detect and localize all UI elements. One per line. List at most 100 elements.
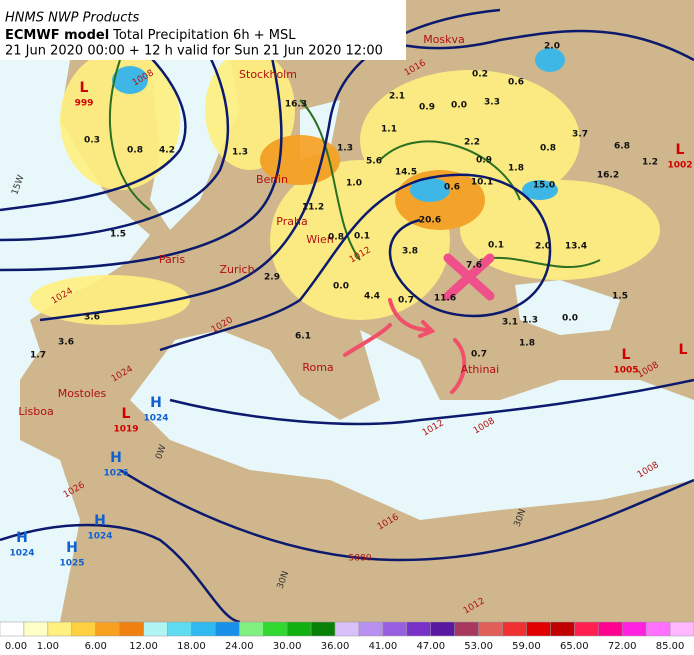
colorbar-swatch	[502, 621, 527, 637]
colorbar-swatch	[526, 621, 551, 637]
precip-value: 2.1	[389, 92, 405, 102]
colorbar-swatch	[310, 621, 336, 637]
colorbar-label: 36.00	[321, 641, 350, 652]
colorbar-swatch	[550, 621, 575, 637]
model-name: ECMWF model	[5, 28, 109, 43]
colorbar-swatch	[478, 621, 503, 637]
sea	[0, 60, 150, 622]
pressure-letter: H	[110, 450, 122, 466]
precip-value: 0.8	[328, 233, 344, 243]
colorbar-label: 85.00	[656, 641, 685, 652]
pressure-letter: H	[16, 530, 28, 546]
colorbar-label: 72.00	[608, 641, 637, 652]
colorbar-swatch	[143, 621, 168, 637]
pressure-letter: L	[122, 406, 131, 422]
precip-value: 1.2	[642, 158, 658, 168]
precip-value: 14.5	[395, 168, 417, 178]
precip-value: 0.0	[333, 282, 349, 292]
colorbar-label: 12.00	[129, 641, 158, 652]
pressure-letter: H	[94, 513, 106, 529]
colorbar-label: 53.00	[464, 641, 493, 652]
colorbar-swatch	[621, 621, 647, 637]
isobar-label: 5880	[349, 554, 372, 564]
colorbar-swatch	[286, 621, 312, 637]
precip-value: 0.0	[562, 314, 578, 324]
precip-value: 1.0	[346, 179, 362, 189]
city-label: Mostoles	[58, 387, 107, 400]
precip-value: 2.9	[264, 273, 280, 283]
precip-value: 1.3	[522, 316, 538, 326]
pressure-value: 1024	[87, 532, 112, 542]
pressure-value: 1024	[143, 414, 168, 424]
colorbar-label: 65.00	[560, 641, 589, 652]
precip-value: 4.2	[159, 146, 175, 156]
colorbar-swatch	[95, 621, 120, 637]
colorbar-swatch	[167, 621, 192, 637]
colorbar-swatch	[191, 621, 216, 637]
precip-value: 0.6	[444, 183, 460, 193]
annotation-cross	[443, 253, 495, 301]
annotation-arrows	[343, 298, 467, 394]
colorbar-swatch	[215, 621, 240, 637]
colorbar-swatch	[645, 621, 671, 637]
colorbar-swatch	[47, 621, 73, 637]
header-product: ECMWF model Total Precipitation 6h + MSL	[5, 28, 296, 43]
precip-value: 20.6	[419, 216, 441, 226]
colorbar-label: 0.00	[5, 641, 27, 652]
precip-value: 0.9	[476, 156, 492, 166]
header-title: HNMS NWP Products	[5, 11, 140, 26]
city-label: Lisboa	[18, 405, 53, 418]
colorbar-swatch	[334, 621, 360, 637]
grid-label: 0W	[154, 443, 168, 460]
colorbar-label: 47.00	[416, 641, 445, 652]
colorbar-swatch	[239, 621, 264, 637]
precip-value: 13.4	[565, 242, 587, 252]
colorbar-swatch	[0, 621, 25, 637]
precip-value: 3.8	[402, 247, 418, 257]
city-label: Berlin	[256, 173, 288, 186]
precip-value: 1.1	[381, 125, 397, 135]
colorbar-swatch	[430, 621, 455, 637]
header-valid: 21 Jun 2020 00:00 + 12 h valid for Sun 2…	[5, 44, 383, 59]
pressure-value: 999	[75, 99, 94, 109]
precip-value: 1.3	[232, 148, 248, 158]
precip-value: 5.6	[366, 157, 382, 167]
precip-value: 1.5	[110, 230, 126, 240]
precip-value: 0.8	[127, 146, 143, 156]
precip-value: 4.4	[364, 292, 380, 302]
colorbar-swatch	[598, 621, 623, 637]
precip-value: 16.3	[285, 100, 307, 110]
precip-value: 16.2	[597, 171, 619, 181]
precip-value: 1.5	[612, 292, 628, 302]
pressure-letter: H	[66, 540, 78, 556]
precip-value: 0.7	[471, 350, 487, 360]
colorbar-label: 6.00	[85, 641, 107, 652]
city-label: Athinai	[461, 363, 499, 376]
precip-value: 3.3	[484, 98, 500, 108]
colorbar-label: 18.00	[177, 641, 206, 652]
land	[430, 560, 694, 622]
pressure-letter: L	[80, 80, 89, 96]
precip-value: 6.1	[295, 332, 311, 342]
sea	[515, 280, 620, 335]
colorbar-swatch	[382, 621, 408, 637]
precip-value: 0.9	[419, 103, 435, 113]
pressure-value: 1024	[9, 549, 34, 559]
precip-value: 1.3	[337, 144, 353, 154]
colorbar-label: 59.00	[512, 641, 541, 652]
colorbar-swatch	[669, 621, 694, 637]
precip-value: 1.8	[519, 339, 535, 349]
pressure-value: 1026	[103, 469, 128, 479]
precip-value: 1.8	[508, 164, 524, 174]
pressure-letter: L	[679, 342, 688, 358]
city-label: Stockholm	[239, 68, 297, 81]
colorbar-swatch	[71, 621, 96, 637]
precip-value: 6.8	[614, 142, 630, 152]
precip-value: 0.1	[354, 232, 370, 242]
product-name: Total Precipitation 6h + MSL	[112, 28, 296, 43]
colorbar-swatch	[23, 621, 49, 637]
precip-value: 3.1	[502, 318, 518, 328]
header-box	[0, 0, 406, 60]
pressure-value: 1025	[59, 559, 84, 569]
